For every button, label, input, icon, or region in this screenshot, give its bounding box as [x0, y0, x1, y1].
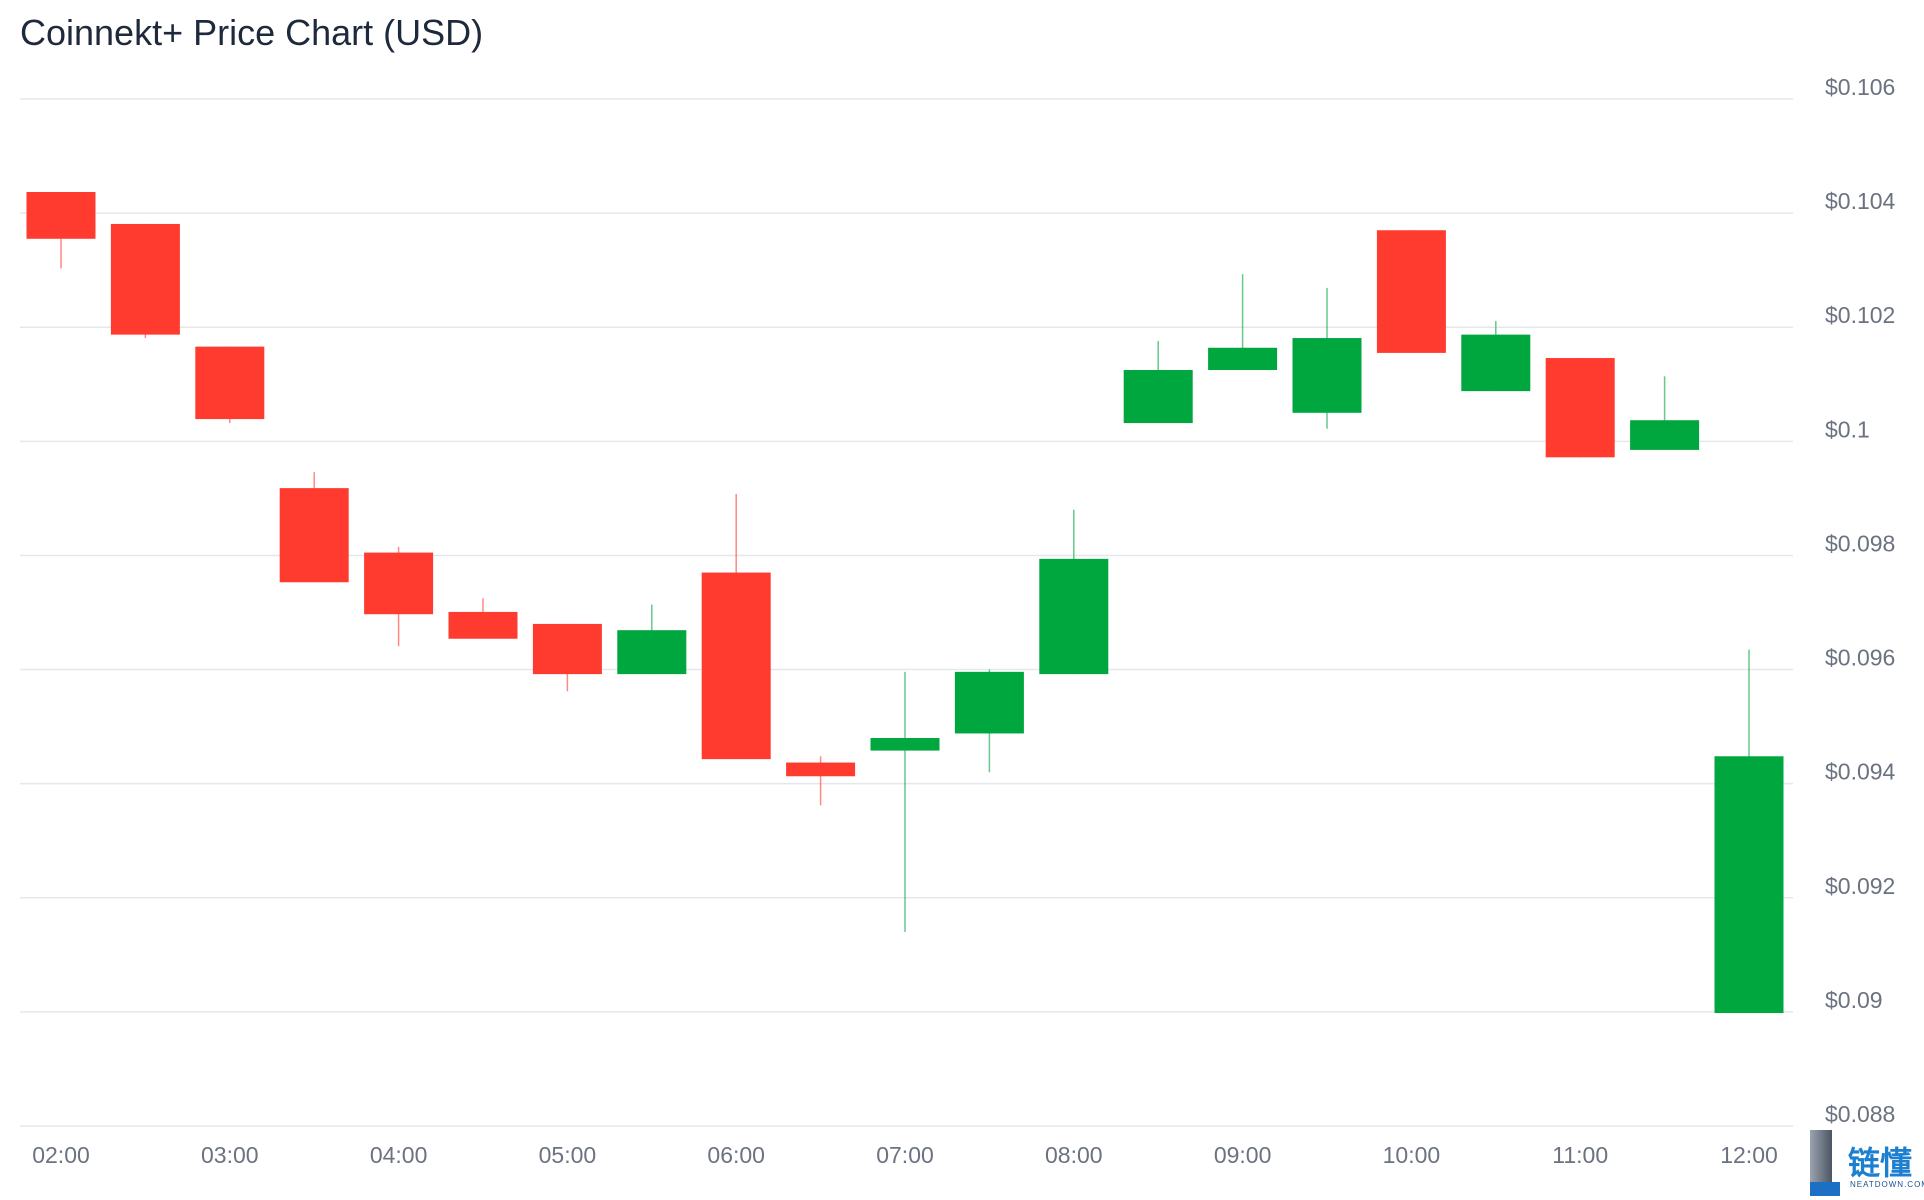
x-tick-label: 12:00 [1720, 1142, 1778, 1168]
x-tick-label: 05:00 [539, 1142, 597, 1168]
candle-up [1292, 338, 1362, 413]
x-tick-label: 07:00 [876, 1142, 934, 1168]
candle-down [110, 223, 180, 335]
x-tick-label: 11:00 [1552, 1142, 1608, 1168]
y-tick-label: $0.1 [1825, 416, 1870, 442]
x-tick-label: 03:00 [201, 1142, 259, 1168]
x-tick-label: 08:00 [1045, 1142, 1103, 1168]
y-tick-label: $0.106 [1825, 74, 1895, 100]
x-tick-label: 02:00 [32, 1142, 90, 1168]
x-tick-label: 04:00 [370, 1142, 428, 1168]
candle-down [1376, 230, 1446, 353]
y-tick-label: $0.096 [1825, 645, 1895, 671]
candle-up [1123, 370, 1193, 424]
candle-up [870, 738, 940, 751]
candle-down [786, 762, 856, 777]
candle-up [617, 630, 687, 675]
y-tick-label: $0.088 [1825, 1101, 1895, 1127]
candle-down [532, 623, 602, 675]
candle-up [1630, 420, 1700, 450]
chart-title: Coinnekt+ Price Chart (USD) [20, 12, 484, 53]
watermark-cn: 链懂 [1848, 1145, 1913, 1181]
y-tick-label: $0.094 [1825, 759, 1896, 785]
x-tick-label: 06:00 [707, 1142, 765, 1168]
candle-down [195, 346, 265, 420]
candle-down [279, 488, 349, 583]
y-tick-label: $0.098 [1825, 530, 1895, 556]
y-tick-label: $0.09 [1825, 987, 1883, 1013]
candle-up [954, 671, 1024, 734]
candle-up [1039, 558, 1109, 675]
watermark-en: NEATDOWN.COM [1850, 1180, 1924, 1189]
candle-up [1208, 347, 1278, 371]
candle-down [1545, 358, 1615, 458]
candle-up [1714, 756, 1784, 1014]
y-tick-label: $0.092 [1825, 873, 1895, 899]
y-tick-label: $0.104 [1825, 188, 1896, 214]
candle-down [448, 611, 518, 639]
x-tick-label: 09:00 [1214, 1142, 1272, 1168]
candle-down [26, 192, 96, 239]
candle-up [1461, 334, 1531, 392]
neatdown-watermark-logo: 链懂 NEATDOWN.COM [1810, 1130, 1924, 1200]
y-tick-label: $0.102 [1825, 302, 1895, 328]
x-tick-label: 10:00 [1383, 1142, 1441, 1168]
candle-down [701, 572, 771, 760]
candle-down [364, 552, 434, 615]
